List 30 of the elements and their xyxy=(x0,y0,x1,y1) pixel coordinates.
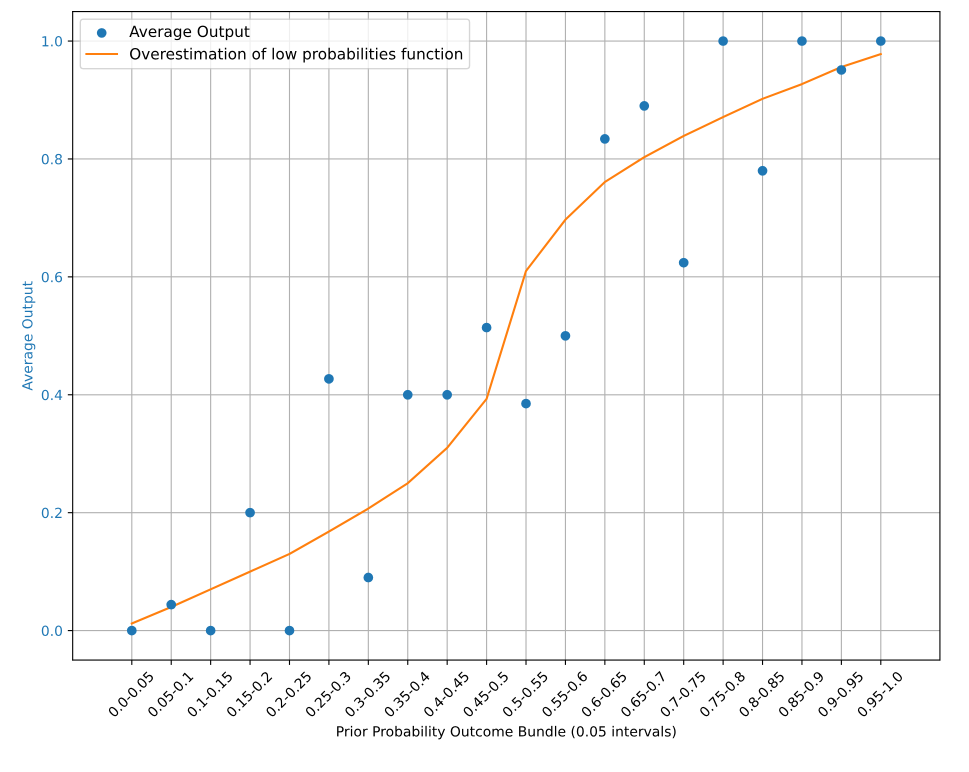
point xyxy=(324,374,334,384)
point xyxy=(166,600,176,610)
point xyxy=(126,626,137,636)
point xyxy=(758,166,768,176)
point xyxy=(560,330,570,341)
y-tick-label: 0.6 xyxy=(42,272,62,282)
point xyxy=(363,572,374,582)
y-tick-label: 0.4 xyxy=(42,390,62,400)
point xyxy=(245,508,255,518)
point xyxy=(442,390,452,400)
y-tick-label: 0.2 xyxy=(42,508,62,518)
point xyxy=(718,36,728,46)
point xyxy=(836,65,846,75)
y-axis-title: Average Output xyxy=(22,281,36,391)
y-tick-label: 1.0 xyxy=(42,36,62,47)
point xyxy=(600,134,610,144)
point xyxy=(482,322,492,332)
point xyxy=(402,390,413,400)
point xyxy=(284,626,294,636)
point xyxy=(206,626,216,636)
y-tick-label: 0.0 xyxy=(42,626,62,636)
legend-label: Average Output xyxy=(129,26,250,40)
legend-label: Overestimation of low probabilities function xyxy=(130,48,462,63)
point xyxy=(639,101,650,111)
point xyxy=(678,258,689,268)
point xyxy=(521,398,531,408)
point xyxy=(797,36,807,46)
y-tick-label: 0.8 xyxy=(42,154,62,164)
x-axis-title: Prior Probability Outcome Bundle (0.05 intervals) xyxy=(337,726,676,740)
point xyxy=(876,36,886,46)
